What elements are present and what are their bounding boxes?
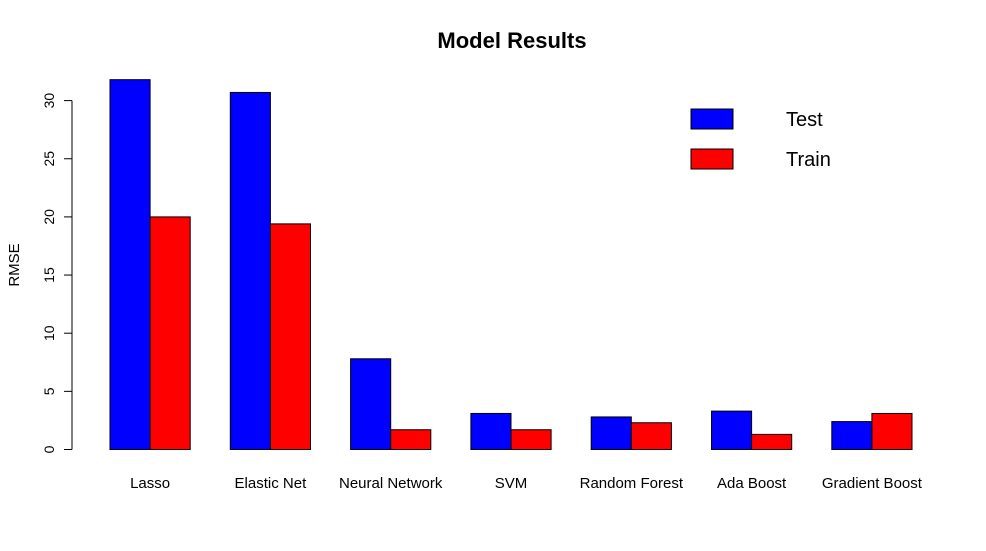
category-label: Lasso [130, 475, 170, 492]
bar-train-gradient-boost [871, 412, 913, 450]
legend-label-test: Test [786, 109, 823, 131]
bars [109, 79, 913, 451]
category-labels: Lasso Elastic Net Neural Network SVM Random … [130, 475, 923, 492]
bar-train-elastic-net [269, 223, 311, 450]
category-label: Ada Boost [717, 475, 787, 492]
bar-test-ada-boost [711, 410, 753, 451]
bar-train-ada-boost [751, 433, 793, 451]
legend-swatch-test [690, 108, 734, 130]
bar-train-random-forest [630, 422, 672, 451]
bar-train-svm [510, 429, 552, 451]
category-label: Elastic Net [235, 475, 308, 492]
bar-test-svm [470, 412, 512, 450]
bar-test-neural-network [350, 358, 392, 451]
bar-test-gradient-boost [831, 421, 873, 451]
category-label: Random Forest [580, 475, 684, 492]
y-tick-label: 15 [41, 267, 57, 283]
y-axis-label: RMSE [6, 243, 23, 286]
bar-test-lasso [109, 79, 151, 451]
legend: Test Train [690, 108, 831, 171]
y-tick-label: 30 [41, 93, 57, 109]
y-tick-label: 10 [41, 325, 57, 341]
legend-swatch-train [690, 148, 734, 170]
y-tick-label: 20 [41, 209, 57, 225]
bar-test-random-forest [590, 416, 632, 451]
chart-title: Model Results [437, 28, 586, 53]
y-tick-label: 0 [41, 445, 57, 453]
category-label: Gradient Boost [822, 475, 923, 492]
y-tick-label: 5 [41, 387, 57, 395]
y-axis: 0 5 10 15 20 25 30 [41, 93, 73, 453]
legend-label-train: Train [786, 149, 831, 171]
y-tick-label: 25 [41, 151, 57, 167]
bar-train-lasso [149, 216, 191, 450]
bar-test-elastic-net [229, 91, 271, 450]
bar-train-neural-network [390, 429, 432, 451]
category-label: SVM [495, 475, 528, 492]
category-label: Neural Network [339, 475, 443, 492]
